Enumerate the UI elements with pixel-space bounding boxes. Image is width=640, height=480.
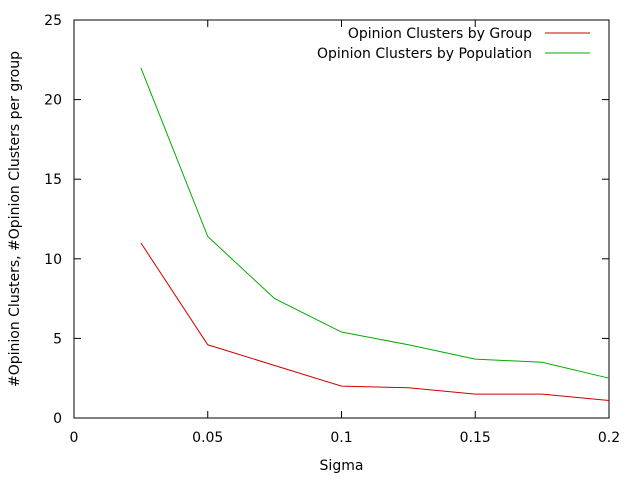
series-layer bbox=[140, 67, 610, 401]
y-tick-label: 25 bbox=[44, 13, 62, 29]
series-line-1 bbox=[140, 242, 610, 401]
x-tick-label: 0 bbox=[70, 430, 79, 446]
y-tick-label: 20 bbox=[44, 93, 62, 109]
y-tick-label: 5 bbox=[53, 331, 62, 347]
x-tick-label: 0.05 bbox=[192, 430, 223, 446]
x-tick-label: 0.15 bbox=[460, 430, 491, 446]
legend-label: Opinion Clusters by Population bbox=[317, 46, 532, 62]
y-tick-label: 10 bbox=[44, 252, 62, 268]
x-tick-label: 0.2 bbox=[598, 430, 620, 446]
legend-label: Opinion Clusters by Group bbox=[348, 26, 532, 42]
y-tick-label: 0 bbox=[53, 411, 62, 427]
y-tick-label: 15 bbox=[44, 172, 62, 188]
series-line-2 bbox=[140, 67, 610, 379]
axes: 0 0.05 0.1 0.15 0.2 0 5 10 15 20 25 bbox=[44, 13, 620, 446]
x-axis-label: Sigma bbox=[320, 458, 364, 474]
x-tick-label: 0.1 bbox=[330, 430, 352, 446]
plot-frame bbox=[73, 19, 610, 419]
y-axis-label: #Opinion Clusters, #Opinion Clusters per… bbox=[7, 51, 23, 387]
legend: Opinion Clusters by Group Opinion Cluster… bbox=[317, 26, 590, 62]
